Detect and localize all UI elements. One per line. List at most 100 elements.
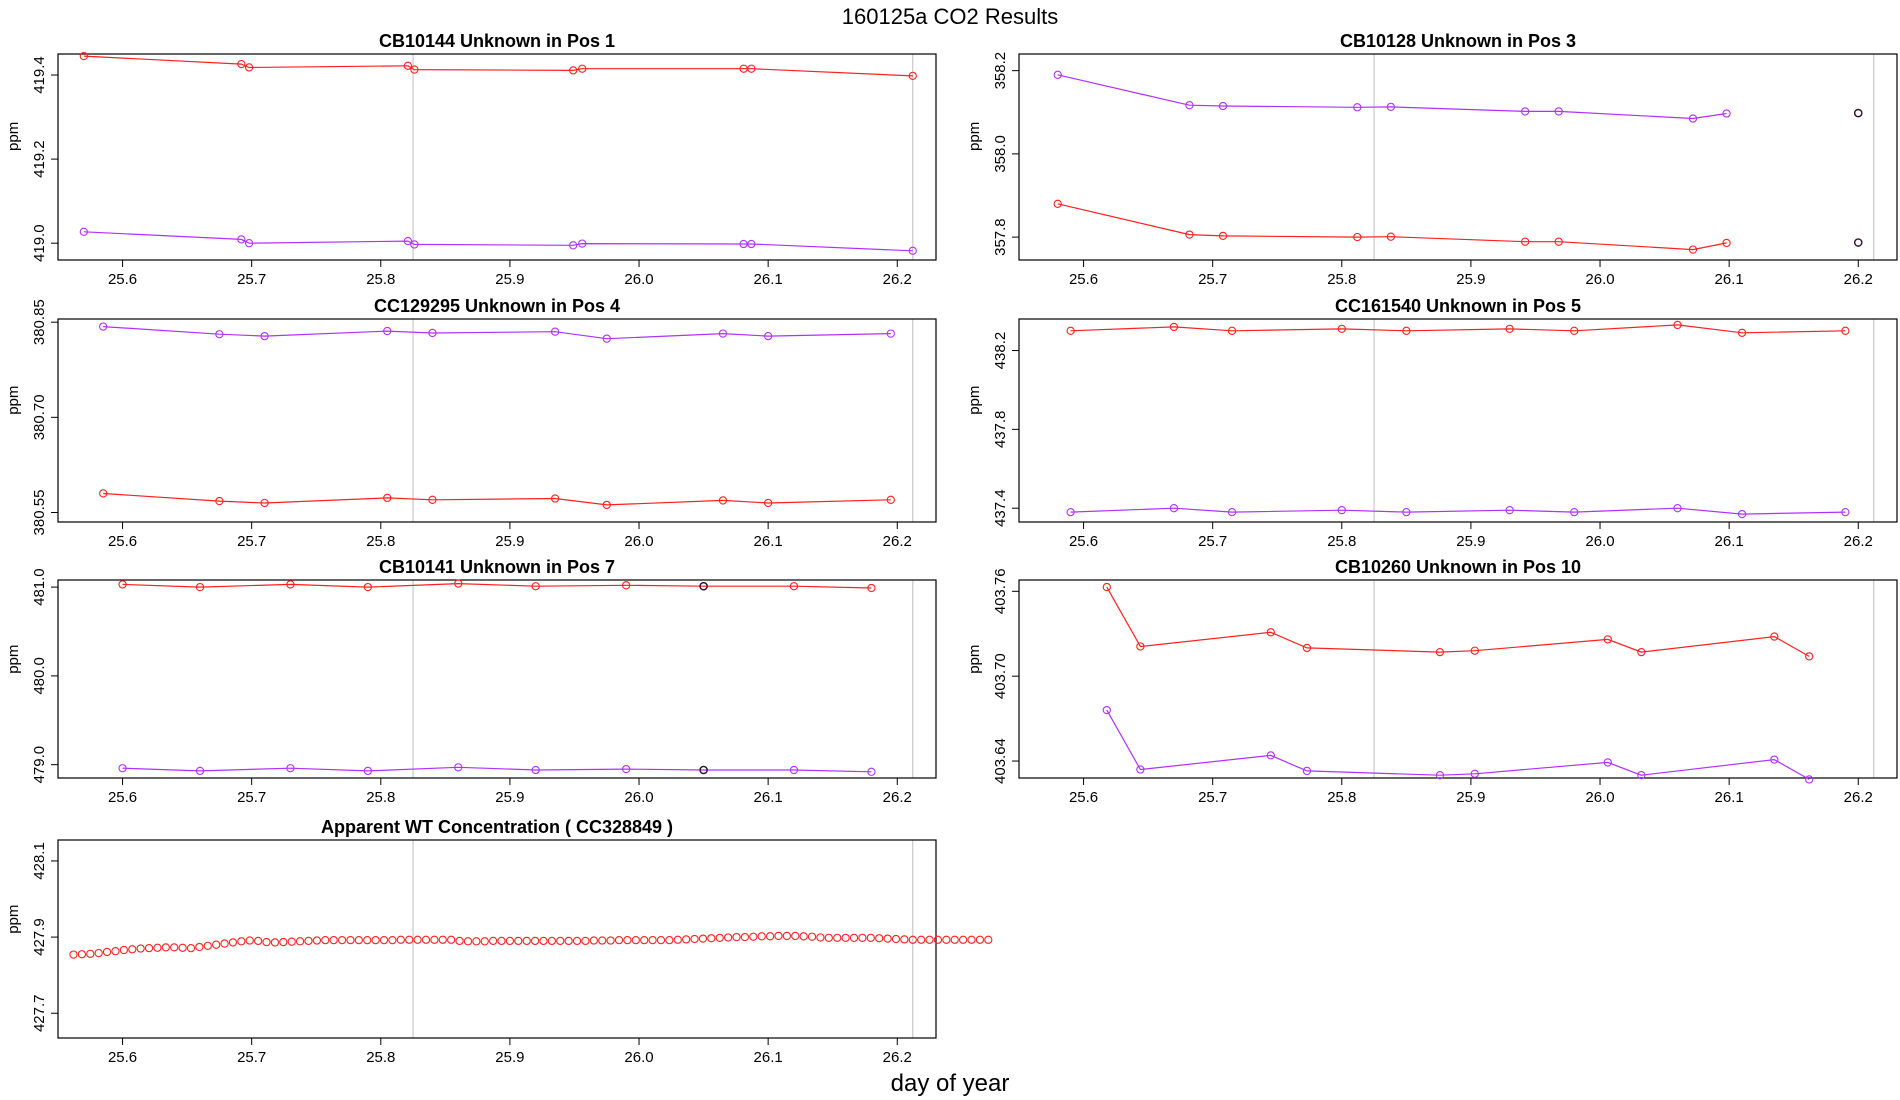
y-tick-label: 380.55: [31, 490, 48, 536]
data-point: [1722, 238, 1731, 248]
data-point: [958, 935, 968, 944]
data-point: [531, 582, 540, 591]
data-point: [337, 935, 347, 945]
data-point: [1841, 326, 1850, 335]
data-point: [1435, 771, 1445, 780]
data-point: [237, 235, 246, 244]
highlight-point: [1853, 238, 1863, 247]
data-point: [917, 935, 926, 944]
data-point: [1227, 507, 1237, 517]
data-point: [77, 950, 87, 959]
data-point: [244, 239, 254, 248]
x-tick-label: 25.8: [1327, 789, 1356, 806]
data-point: [950, 935, 959, 944]
data-point: [849, 933, 859, 943]
data-point: [99, 489, 108, 498]
series-line: [103, 326, 891, 340]
x-tick-label: 26.1: [754, 533, 783, 550]
data-point: [1066, 507, 1075, 517]
data-point: [747, 239, 756, 249]
data-point: [718, 329, 728, 338]
y-tick-label: 380.70: [31, 394, 48, 440]
data-point: [463, 937, 473, 946]
data-point: [807, 932, 817, 941]
panel-3: CC129295 Unknown in Pos 4 25.6 25.7 25.8 25.…: [5, 296, 937, 550]
data-point: [410, 65, 419, 74]
data-point: [891, 934, 901, 944]
data-point: [428, 495, 437, 504]
panel-5: CB10141 Unknown in Pos 7 25.6 25.7 25.8 25.9…: [5, 557, 937, 806]
data-point: [186, 943, 196, 953]
data-point: [1637, 771, 1646, 780]
y-tick-label: 358.2: [992, 52, 1009, 90]
data-point: [304, 936, 313, 946]
data-point: [718, 496, 728, 505]
data-point: [295, 937, 305, 946]
series-line: [103, 492, 891, 506]
data-point: [383, 326, 392, 336]
data-point: [1386, 232, 1396, 241]
data-point: [102, 947, 112, 957]
data-point: [522, 936, 531, 946]
data-point: [1570, 326, 1579, 335]
data-point: [1353, 232, 1362, 242]
y-tick-label: 437.8: [992, 411, 1009, 449]
data-point: [480, 937, 489, 946]
x-tick-label: 26.0: [624, 271, 653, 288]
data-point: [833, 933, 842, 943]
data-point: [212, 940, 221, 949]
data-point: [656, 935, 666, 945]
x-tick-label: 26.0: [624, 533, 653, 550]
x-tick-label: 25.7: [1198, 533, 1227, 550]
data-point: [1169, 504, 1179, 513]
x-tick-label: 25.6: [1069, 789, 1098, 806]
y-tick-label: 480.0: [31, 657, 48, 695]
x-tick-label: 26.1: [754, 1049, 783, 1066]
x-tick-label: 25.8: [366, 1049, 395, 1066]
data-point: [1266, 751, 1275, 760]
data-point: [1841, 507, 1850, 517]
data-point: [363, 935, 372, 945]
plot-frame: [1018, 318, 1898, 523]
x-tick-label: 25.7: [1198, 271, 1227, 288]
data-point: [488, 936, 498, 946]
data-point: [111, 947, 120, 956]
data-point: [455, 936, 464, 946]
x-tick-label: 26.1: [1715, 271, 1744, 288]
x-tick-label: 26.2: [1844, 789, 1873, 806]
panel-title: Apparent WT Concentration ( CC328849 ): [321, 817, 673, 837]
data-point: [749, 932, 758, 941]
series-line: [1070, 324, 1846, 334]
data-point: [908, 71, 917, 81]
data-point: [1722, 109, 1731, 118]
x-tick-label: 25.6: [1069, 271, 1098, 288]
x-tick-label: 26.2: [883, 533, 912, 550]
highlight-point: [1853, 108, 1863, 118]
data-point: [631, 935, 640, 945]
data-point: [589, 936, 598, 945]
x-tick-label: 26.1: [754, 789, 783, 806]
data-point: [757, 932, 766, 941]
x-tick-label: 25.7: [237, 533, 266, 550]
data-point: [1603, 758, 1612, 767]
y-tick-label: 358.0: [992, 135, 1009, 173]
data-point: [454, 763, 463, 772]
data-point: [640, 935, 649, 945]
data-point: [581, 936, 590, 946]
data-point: [1227, 326, 1237, 335]
x-tick-label: 26.2: [883, 789, 912, 806]
data-point: [774, 931, 783, 941]
x-tick-label: 25.8: [1327, 271, 1356, 288]
data-point: [178, 943, 187, 952]
data-point: [118, 764, 127, 773]
x-tick-label: 25.9: [1456, 789, 1485, 806]
data-point: [346, 935, 355, 945]
data-point: [1737, 328, 1747, 337]
data-point: [765, 932, 775, 941]
page-title: 160125a CO2 Results: [841, 4, 1059, 29]
data-point: [782, 931, 792, 941]
data-point: [1470, 769, 1479, 778]
data-point: [539, 936, 548, 946]
series-line: [1057, 203, 1727, 251]
